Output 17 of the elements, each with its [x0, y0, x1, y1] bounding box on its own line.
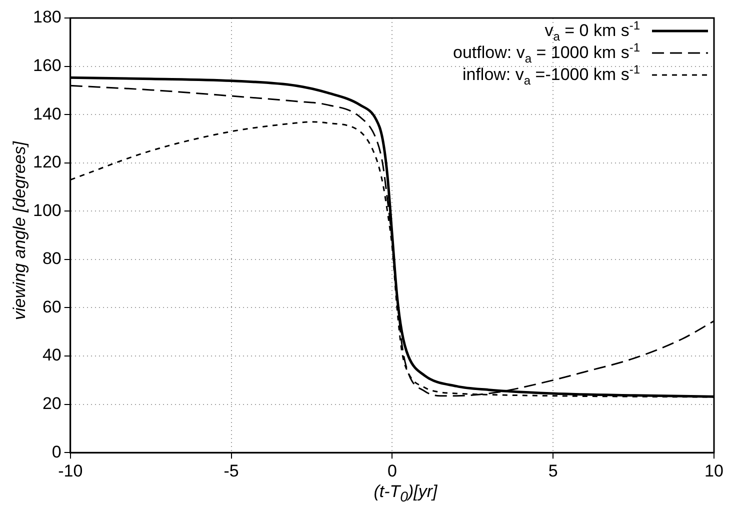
- y-tick-label: 20: [42, 394, 62, 413]
- y-tick-label: 80: [42, 249, 62, 268]
- y-tick-label: 140: [32, 104, 62, 124]
- y-tick-label: 60: [42, 297, 62, 316]
- y-tick-label: 120: [32, 152, 62, 172]
- x-axis-title: (t-T$_{0}$)[yr]: [372, 482, 438, 506]
- y-tick-label: 160: [32, 56, 62, 75]
- y-tick-label: 180: [32, 8, 62, 27]
- y-axis-title: viewing angle [degrees]: [10, 140, 30, 320]
- x-tick-label: 5: [548, 461, 558, 480]
- x-tick-label: -10: [58, 461, 83, 480]
- y-tick-label: 40: [42, 346, 62, 365]
- x-tick-label: 10: [704, 461, 724, 480]
- y-tick-label: 100: [32, 200, 62, 220]
- y-tick-label: 0: [52, 442, 62, 462]
- x-tick-label: 0: [387, 461, 397, 480]
- x-tick-label: -5: [224, 461, 239, 480]
